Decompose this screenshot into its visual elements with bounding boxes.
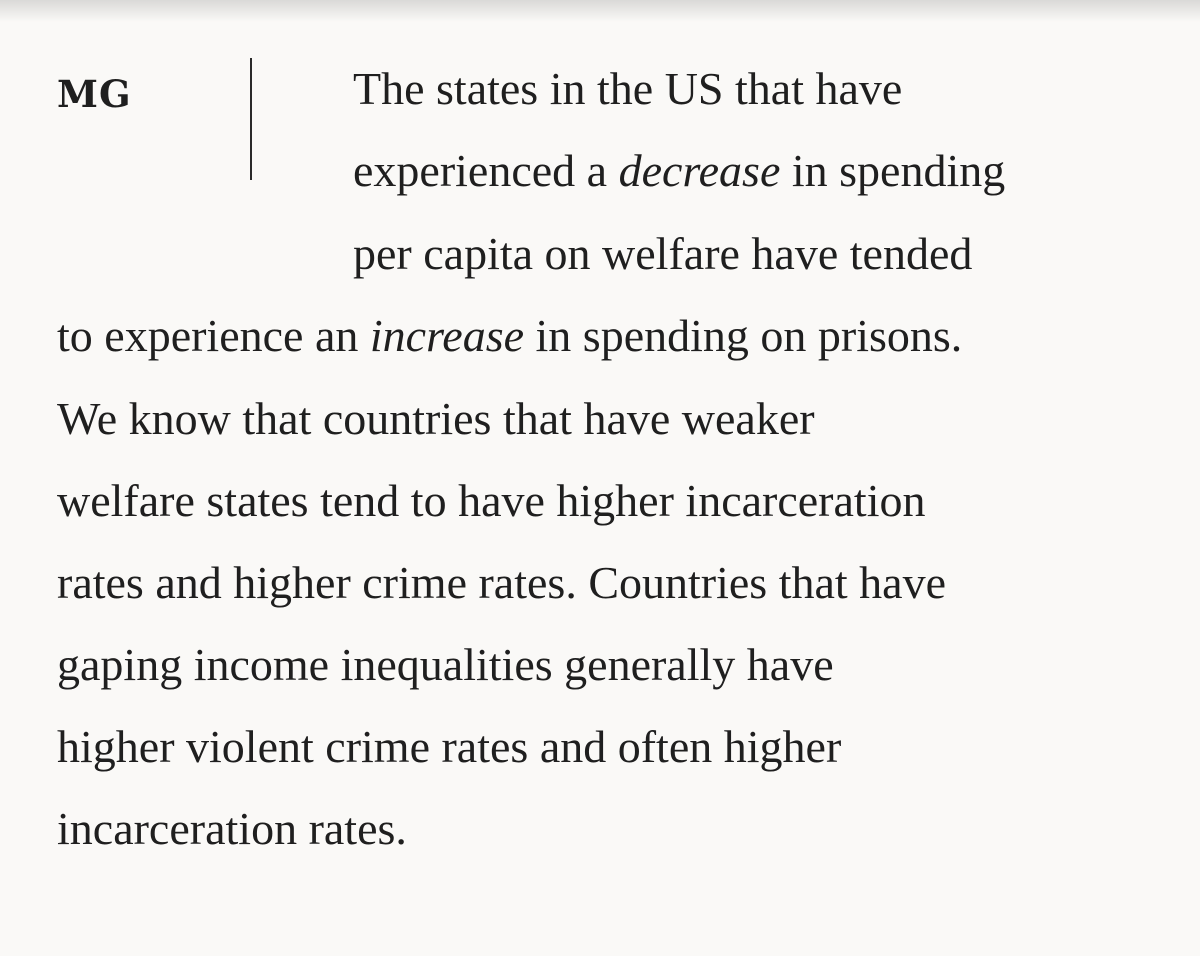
text-line: The states in the US that have	[353, 64, 902, 114]
text-segment: gaping income inequalities generally hav…	[57, 639, 834, 690]
text-segment: We know that countries that have weaker	[57, 393, 815, 444]
text-line: incarceration rates.	[57, 804, 407, 854]
text-segment: to experience an	[57, 310, 370, 361]
text-segment: in spending on prisons.	[524, 310, 963, 361]
text-line: rates and higher crime rates. Countries …	[57, 558, 946, 608]
speaker-divider	[250, 58, 252, 180]
text-line: experienced a decrease in spending	[353, 146, 1005, 196]
italic-emphasis: decrease	[618, 145, 781, 196]
text-segment: higher violent crime rates and often hig…	[57, 721, 842, 772]
speaker-label: MG	[57, 72, 132, 116]
text-segment: in spending	[780, 145, 1006, 196]
text-line: to experience an increase in spending on…	[57, 311, 962, 361]
text-line: welfare states tend to have higher incar…	[57, 476, 925, 526]
italic-emphasis: increase	[369, 310, 525, 361]
text-segment: experienced a	[353, 145, 619, 196]
text-line: We know that countries that have weaker	[57, 394, 815, 444]
text-line: gaping income inequalities generally hav…	[57, 640, 834, 690]
text-segment: welfare states tend to have higher incar…	[57, 475, 926, 526]
text-segment: per capita on welfare have tended	[353, 228, 973, 279]
text-segment: The states in the US that have	[353, 63, 903, 114]
text-segment: rates and higher crime rates. Countries …	[57, 557, 947, 608]
text-line: per capita on welfare have tended	[353, 229, 972, 279]
text-line: higher violent crime rates and often hig…	[57, 722, 841, 772]
top-edge-shadow	[0, 0, 1200, 22]
text-segment: incarceration rates.	[57, 803, 407, 854]
